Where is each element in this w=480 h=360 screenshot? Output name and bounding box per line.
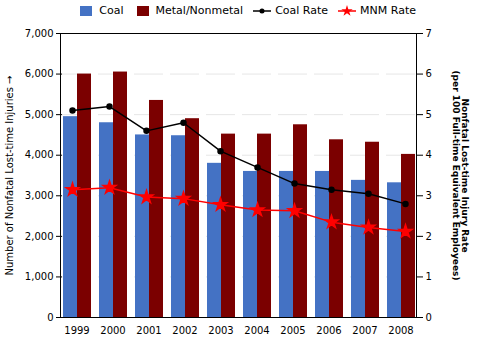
svg-text:7: 7 (426, 28, 432, 39)
html-text:Coal: Coal (99, 4, 124, 17)
svg-text:1999: 1999 (64, 325, 89, 336)
svg-text:5,000: 5,000 (25, 109, 54, 120)
svg-text:2: 2 (426, 231, 432, 242)
svg-text:3: 3 (426, 190, 432, 201)
svg-text:2003: 2003 (208, 325, 233, 336)
svg-text:0: 0 (426, 312, 432, 323)
svg-text:Nonfatal Lost-time Injury Rate: Nonfatal Lost-time Injury Rate(per 100 F… (451, 70, 470, 280)
svg-text:2008: 2008 (388, 325, 413, 336)
svg-text:6,000: 6,000 (25, 68, 54, 79)
svg-text:4: 4 (426, 149, 432, 160)
html-text:MNM Rate: MNM Rate (360, 4, 416, 17)
svg-text:2005: 2005 (280, 325, 305, 336)
html-text:Metal/Nonmetal: Metal/Nonmetal (155, 4, 244, 17)
svg-text:2007: 2007 (352, 325, 377, 336)
svg-text:1,000: 1,000 (25, 271, 54, 282)
svg-text:1: 1 (426, 271, 432, 282)
svg-text:Number of Nonfatal Lost-time I: Number of Nonfatal Lost-time Injuries → (4, 76, 15, 276)
svg-text:2004: 2004 (244, 325, 269, 336)
svg-text:5: 5 (426, 109, 432, 120)
svg-text:6: 6 (426, 68, 432, 79)
svg-text:3,000: 3,000 (25, 190, 54, 201)
html-text:Coal Rate: Coal Rate (275, 4, 329, 17)
svg-text:2000: 2000 (100, 325, 125, 336)
svg-text:0: 0 (47, 312, 53, 323)
svg-text:2001: 2001 (136, 325, 161, 336)
svg-text:2002: 2002 (172, 325, 197, 336)
svg-text:4,000: 4,000 (25, 149, 54, 160)
svg-text:7,000: 7,000 (25, 28, 54, 39)
svg-text:2006: 2006 (316, 325, 341, 336)
svg-text:2,000: 2,000 (25, 231, 54, 242)
